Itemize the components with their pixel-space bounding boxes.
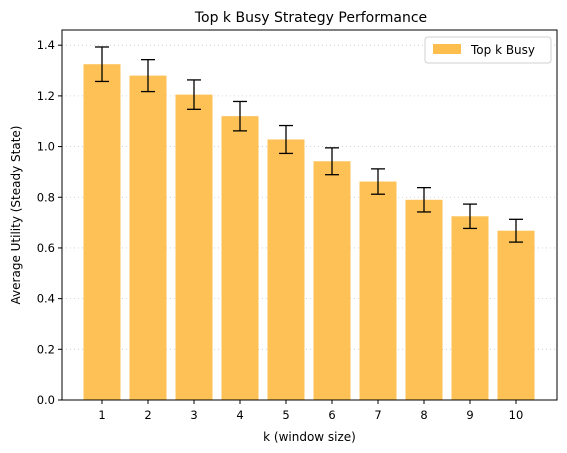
x-axis: 1 2 3 4 5 6 7 8 9 10 (98, 400, 523, 422)
y-axis: 0.0 0.2 0.4 0.6 0.8 1.0 1.2 1.4 (37, 38, 62, 407)
x-tick-label-10: 10 (509, 408, 524, 422)
y-tick-label-4: 0.8 (37, 190, 55, 204)
bar-7 (359, 181, 397, 400)
x-tick-label-5: 5 (282, 408, 289, 422)
error-bar-5 (279, 124, 293, 155)
bar-9 (451, 216, 489, 400)
error-bar-9 (463, 203, 477, 230)
legend-box (424, 36, 552, 64)
x-tick-label-2: 2 (144, 408, 151, 422)
bar-8 (405, 199, 443, 400)
plot-frame (61, 29, 558, 401)
y-tick-label-1: 0.2 (37, 342, 55, 356)
error-bar-7 (371, 168, 385, 195)
error-bar-3 (187, 79, 201, 110)
legend-label: Top k Busy (470, 43, 535, 57)
bar-5 (267, 139, 305, 401)
bar-6 (313, 161, 351, 400)
bar-3 (175, 94, 213, 400)
x-tick-label-4: 4 (236, 408, 243, 422)
y-tick-label-6: 1.2 (37, 89, 55, 103)
bar-1 (83, 64, 121, 400)
y-axis-label: Average Utility (Steady State) (9, 126, 23, 305)
x-tick-label-8: 8 (420, 408, 427, 422)
x-axis-label: k (window size) (263, 430, 356, 444)
y-tick-label-7: 1.4 (37, 38, 55, 52)
y-tick-label-0: 0.0 (37, 393, 55, 407)
x-tick-label-3: 3 (190, 408, 197, 422)
error-bar-8 (417, 186, 431, 213)
x-tick-label-1: 1 (98, 408, 105, 422)
error-bar-4 (233, 100, 247, 132)
bar-10 (497, 230, 535, 400)
bars (83, 64, 535, 401)
error-bar-2 (141, 59, 155, 93)
bar-2 (129, 75, 167, 400)
y-tick-label-3: 0.6 (37, 241, 55, 255)
legend: Top k Busy (424, 36, 552, 64)
legend-swatch (433, 44, 461, 54)
x-tick-label-9: 9 (466, 408, 473, 422)
bar-4 (221, 116, 259, 401)
error-bar-1 (95, 46, 109, 83)
y-tick-label-2: 0.4 (37, 292, 55, 306)
error-bar-6 (325, 147, 339, 176)
y-tick-label-5: 1.0 (37, 140, 55, 154)
chart-title: Top k Busy Strategy Performance (194, 10, 427, 26)
error-bar-10 (509, 218, 523, 243)
error-bars (95, 46, 523, 243)
x-tick-label-6: 6 (328, 408, 335, 422)
x-tick-label-7: 7 (374, 408, 381, 422)
